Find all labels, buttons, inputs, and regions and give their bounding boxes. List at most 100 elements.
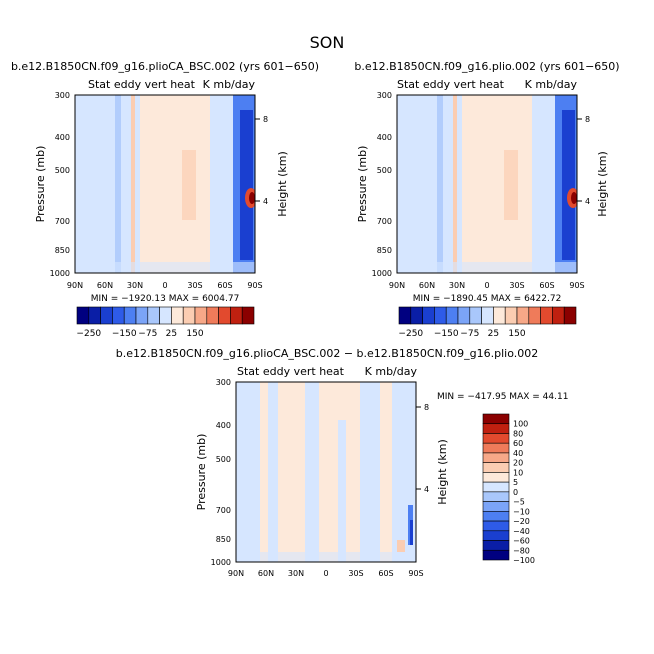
colorbar-label: −5 xyxy=(513,498,525,507)
panel-1-blue-streak xyxy=(115,95,121,273)
y-tick-label: 700 xyxy=(216,506,231,515)
colorbar-swatch xyxy=(482,540,510,551)
colorbar-swatch xyxy=(182,306,196,325)
x-tick-label: 90N xyxy=(389,281,405,290)
panel-3-background xyxy=(236,382,416,562)
panel-3-ylabel: Pressure (mb) xyxy=(195,434,208,511)
colorbar-swatch xyxy=(482,433,510,444)
panel-2-ylabel-right: Height (km) xyxy=(596,151,609,217)
y-tick-label: 850 xyxy=(377,246,392,255)
colorbar-top-left: −250 −150 −75 25 150 xyxy=(76,306,255,339)
panel-1-ylabel: Pressure (mb) xyxy=(34,146,47,223)
x-tick-label: 90S xyxy=(569,281,584,290)
panel-1-polar-blue-deep xyxy=(240,110,253,260)
colorbar-label: 150 xyxy=(508,329,525,339)
colorbar-swatch xyxy=(410,306,423,325)
y-tick-label: 400 xyxy=(377,133,392,142)
y-right-tick-label: 8 xyxy=(424,403,429,412)
colorbar-swatch xyxy=(100,306,113,325)
x-tick-label: 90N xyxy=(67,281,83,290)
panel-2-y-right-ticks: 8 4 xyxy=(577,115,590,206)
colorbar-label: 10 xyxy=(513,468,523,477)
colorbar-swatch xyxy=(469,306,482,325)
x-tick-label: 0 xyxy=(162,281,167,290)
colorbar-label: 0 xyxy=(513,488,518,497)
colorbar-label: 60 xyxy=(513,439,523,448)
panel-3-frame xyxy=(235,381,417,563)
panel-1-ylabel-right: Height (km) xyxy=(276,151,289,217)
colorbar-swatch xyxy=(171,306,184,325)
x-tick-label: 60S xyxy=(539,281,554,290)
colorbar-label: 80 xyxy=(513,429,523,438)
y-tick-label: 1000 xyxy=(211,558,231,567)
colorbar-swatch xyxy=(482,423,510,434)
colorbar-label: −20 xyxy=(513,517,530,526)
colorbar-swatch xyxy=(422,306,435,325)
colorbar-swatch xyxy=(552,306,565,325)
y-tick-label: 700 xyxy=(55,217,70,226)
panel-3-y-right-ticks: 8 4 xyxy=(416,403,429,494)
figure-title: SON xyxy=(310,33,345,52)
panel-3-subtitle-left: Stat eddy vert heat xyxy=(237,365,345,378)
colorbar-label: −150 xyxy=(434,329,459,339)
y-right-tick-label: 8 xyxy=(585,115,590,124)
colorbar-label: 40 xyxy=(513,449,523,458)
colorbar-swatch xyxy=(482,481,510,493)
colorbar-top-right: −250 −150 −75 25 150 xyxy=(398,306,577,339)
colorbar-label: 20 xyxy=(513,459,523,468)
x-tick-label: 60N xyxy=(419,281,435,290)
colorbar-swatch xyxy=(482,472,510,483)
colorbar-swatch xyxy=(528,306,541,325)
x-tick-label: 30N xyxy=(127,281,143,290)
y-tick-label: 300 xyxy=(216,378,231,387)
panel-1-surface-band xyxy=(75,262,255,273)
panel-3-ylabel-right: Height (km) xyxy=(436,439,449,505)
colorbar-label: 5 xyxy=(513,478,518,487)
panel-3-cool-band-2 xyxy=(360,382,380,562)
panel-1-y-right-ticks: 8 4 xyxy=(255,115,268,206)
panel-2: b.e12.B1850CN.f09_g16.plio.002 (yrs 601−… xyxy=(354,60,619,304)
colorbar-label: −80 xyxy=(513,546,530,555)
x-tick-label: 60S xyxy=(378,569,393,578)
panel-2-field xyxy=(397,95,577,273)
colorbar-label: −150 xyxy=(112,329,137,339)
panel-2-ylabel: Pressure (mb) xyxy=(356,146,369,223)
colorbar-swatch xyxy=(504,306,518,325)
y-tick-label: 500 xyxy=(377,166,392,175)
colorbar-swatch xyxy=(445,306,459,325)
panel-2-title: b.e12.B1850CN.f09_g16.plio.002 (yrs 601−… xyxy=(354,60,619,73)
colorbar-swatch xyxy=(482,452,510,463)
y-tick-label: 500 xyxy=(216,455,231,464)
y-tick-label: 1000 xyxy=(372,269,392,278)
panel-3-x-ticks: 90N 60N 30N 0 30S 60S 90S xyxy=(228,569,424,578)
colorbar-swatch xyxy=(398,306,412,325)
panel-3-polar-deep xyxy=(410,520,413,545)
colorbar-label: 25 xyxy=(166,329,177,339)
y-tick-label: 300 xyxy=(377,91,392,100)
panel-1-light-band xyxy=(210,95,232,273)
y-tick-label: 850 xyxy=(55,246,70,255)
colorbar-label: 25 xyxy=(488,329,499,339)
colorbar-swatch xyxy=(481,306,494,325)
colorbar-swatch xyxy=(76,306,90,325)
x-tick-label: 60N xyxy=(258,569,274,578)
x-tick-label: 30S xyxy=(187,281,202,290)
y-right-tick-label: 8 xyxy=(263,115,268,124)
x-tick-label: 0 xyxy=(484,281,489,290)
colorbar-swatch xyxy=(482,511,510,522)
colorbar-label: −40 xyxy=(513,527,530,536)
panel-1-stats: MIN = −1920.13 MAX = 6004.77 xyxy=(91,294,240,304)
panel-2-subtitle-right: K mb/day xyxy=(525,78,578,91)
colorbar-swatch xyxy=(457,306,471,325)
panel-3-subtitle-right: K mb/day xyxy=(365,365,418,378)
x-tick-label: 60N xyxy=(97,281,113,290)
panel-1-warm-streak xyxy=(131,95,135,273)
x-tick-label: 60S xyxy=(217,281,232,290)
colorbar-label: −10 xyxy=(513,507,530,516)
colorbar-label: −75 xyxy=(460,329,479,339)
x-tick-label: 90N xyxy=(228,569,244,578)
colorbar-label: 150 xyxy=(186,329,203,339)
colorbar-swatch xyxy=(159,306,172,325)
x-tick-label: 30N xyxy=(288,569,304,578)
panel-3-field xyxy=(236,382,416,562)
